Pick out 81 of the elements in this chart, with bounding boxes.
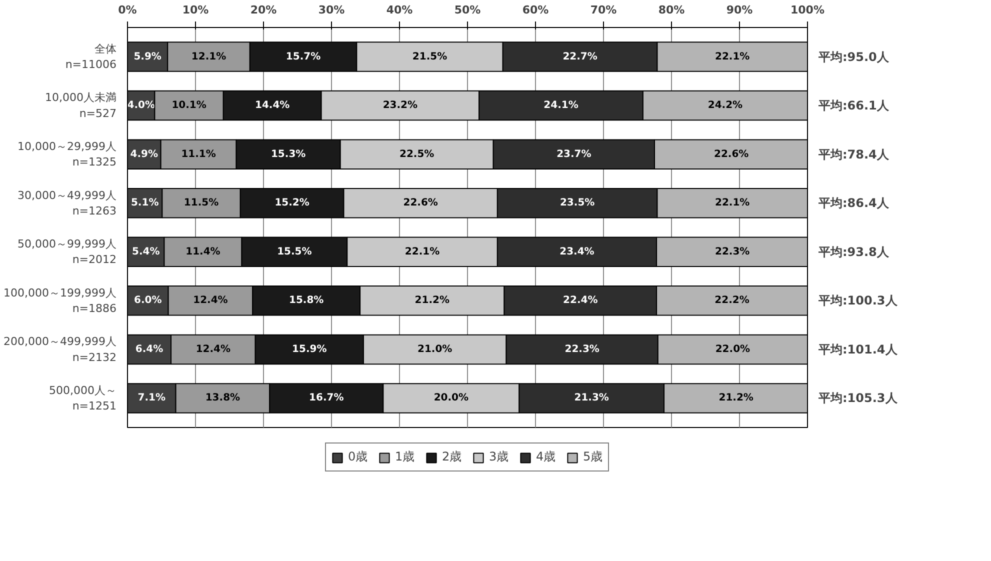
text: 平均:93.8人 — [818, 244, 890, 259]
legend-label: 1歳 — [395, 448, 415, 466]
data-label: 22.4% — [563, 295, 598, 306]
text: 平均:78.4人 — [818, 147, 890, 162]
data-label: 15.9% — [292, 344, 327, 355]
x-tick-label: 90% — [726, 4, 753, 16]
x-tick-label: 60% — [522, 4, 549, 16]
data-label: 22.1% — [715, 198, 750, 209]
data-label: 22.3% — [564, 344, 600, 355]
data-label: 21.0% — [418, 344, 452, 355]
data-label: 22.1% — [715, 51, 750, 62]
data-label: 5.9% — [134, 51, 162, 62]
data-label: 22.6% — [714, 148, 749, 160]
legend-label: 2歳 — [442, 448, 462, 466]
data-label: 11.1% — [181, 148, 216, 160]
x-tick-label: 80% — [658, 4, 685, 16]
data-label: 24.1% — [544, 100, 578, 112]
y-tick-label: 10,000～29,999人 n=1325 — [18, 140, 117, 169]
y-tick-label: 500,000人～ n=1251 — [49, 384, 117, 413]
data-label: 15.3% — [270, 148, 306, 160]
x-tick-label: 10% — [182, 4, 209, 16]
y-tick-label: 全体 n=11006 — [65, 42, 117, 72]
data-label: 22.0% — [715, 344, 750, 355]
y-tick-label: 50,000～99,999人 n=2012 — [18, 238, 117, 266]
y-tick-label: 200,000～499,999人 n=2132 — [4, 335, 117, 364]
data-label: 6.4% — [135, 344, 164, 355]
data-label: 12.4% — [193, 295, 228, 306]
data-label: 10.1% — [172, 100, 206, 112]
data-label: 21.2% — [718, 392, 754, 404]
x-tick-label: 0% — [118, 4, 137, 16]
text: 平均:105.3人 — [818, 391, 898, 406]
data-label: 15.7% — [286, 51, 321, 62]
data-label: 21.2% — [414, 295, 450, 306]
text: 平均:101.4人 — [818, 342, 898, 356]
y-tick-label: 30,000～49,999人 n=1263 — [18, 188, 117, 218]
data-label: 16.7% — [309, 392, 344, 404]
data-label: 22.1% — [404, 246, 440, 258]
data-label: 15.5% — [277, 246, 312, 258]
data-label: 12.1% — [191, 51, 226, 62]
data-label: 23.4% — [560, 246, 594, 258]
y-tick-label: 10,000人未満 n=527 — [45, 91, 117, 120]
text: 平均:95.0人 — [818, 50, 890, 64]
data-label: 22.3% — [715, 246, 750, 258]
data-label: 13.8% — [205, 392, 240, 404]
x-tick-label: 70% — [590, 4, 617, 16]
legend-label: 4歳 — [536, 448, 556, 466]
data-label: 11.5% — [184, 198, 219, 209]
x-tick-label: 30% — [318, 4, 345, 16]
data-label: 21.3% — [574, 392, 609, 404]
data-label: 24.2% — [708, 100, 743, 112]
data-label: 22.5% — [399, 148, 434, 160]
data-label: 5.1% — [130, 198, 159, 209]
data-label: 15.8% — [288, 295, 324, 306]
data-label: 22.2% — [714, 295, 750, 306]
legend-label: 0歳 — [348, 448, 368, 466]
x-tick-label: 40% — [386, 4, 413, 16]
x-tick-label: 100% — [790, 4, 824, 16]
data-label: 22.6% — [403, 198, 438, 209]
legend-label: 5歳 — [583, 448, 603, 466]
x-tick-label: 20% — [250, 4, 277, 16]
text: 平均:100.3人 — [818, 294, 898, 308]
data-label: 15.2% — [274, 198, 310, 209]
data-label: 21.5% — [412, 51, 448, 62]
data-label: 22.7% — [562, 51, 598, 62]
data-label: 23.5% — [560, 198, 595, 209]
y-tick-label: 100,000～199,999人 n=1886 — [4, 286, 117, 315]
data-label: 14.4% — [254, 100, 290, 112]
data-label: 23.7% — [556, 148, 592, 160]
data-label: 23.2% — [382, 100, 418, 112]
data-label: 5.4% — [132, 246, 160, 258]
text: 平均:66.1人 — [818, 98, 890, 113]
data-label: 20.0% — [434, 392, 469, 404]
data-label: 11.4% — [186, 246, 220, 258]
data-label: 4.0% — [127, 100, 155, 112]
text: 平均:86.4人 — [818, 196, 890, 210]
legend-label: 3歳 — [489, 448, 509, 466]
data-label: 12.4% — [196, 344, 231, 355]
x-tick-label: 50% — [454, 4, 481, 16]
data-label: 4.9% — [130, 148, 158, 160]
data-label: 6.0% — [134, 295, 162, 306]
data-label: 7.1% — [138, 392, 166, 404]
